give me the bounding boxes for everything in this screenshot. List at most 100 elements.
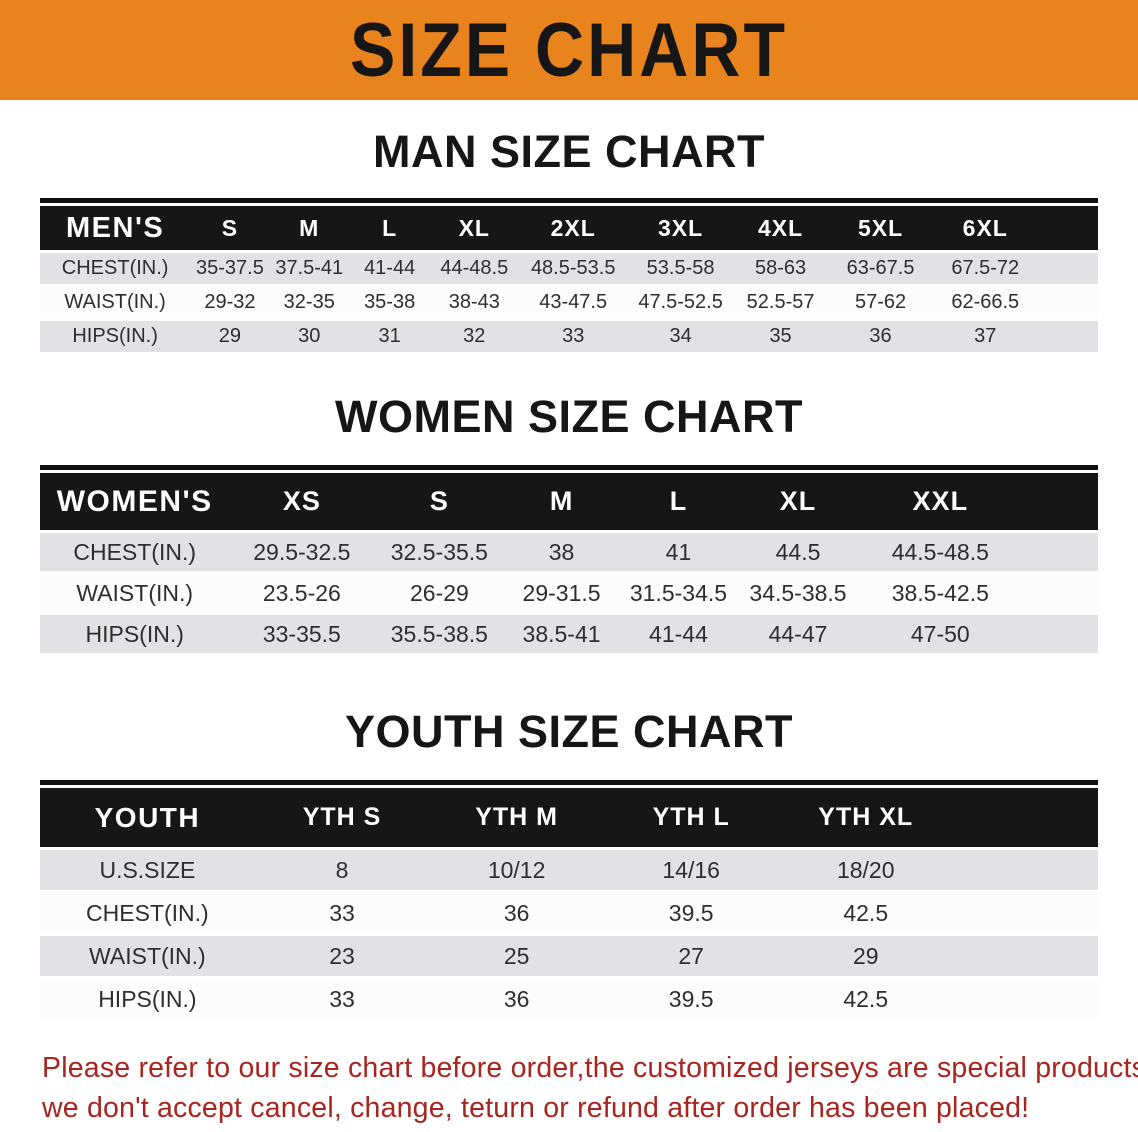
table-row: CHEST(IN.) 29.5-32.5 32.5-35.5 38 41 44.5 44.5… [40, 533, 1098, 571]
size-value-cell: 36 [828, 321, 933, 352]
size-value-cell: 67.5-72 [932, 253, 1038, 284]
measure-row-label: HIPS(IN.) [40, 321, 191, 352]
measure-row-label: WAIST(IN.) [40, 936, 255, 976]
size-value-cell: 23 [254, 936, 430, 976]
size-column-header: XXL [857, 473, 1023, 530]
size-value-cell: 41-44 [618, 615, 739, 653]
size-value-cell: 10/12 [429, 850, 604, 890]
table-row: WAIST(IN.) 29-32 32-35 35-38 38-43 43-47.5 47.… [40, 287, 1098, 318]
spacer-cell [1037, 253, 1098, 284]
youth-section-heading: YOUTH SIZE CHART [344, 706, 793, 757]
size-column-header: XS [229, 473, 375, 530]
size-value-cell: 41-44 [348, 253, 431, 284]
size-value-cell: 36 [429, 893, 604, 933]
table-row: CHEST(IN.) 35-37.5 37.5-41 41-44 44-48.5 48.5… [40, 253, 1098, 284]
size-value-cell: 29-31.5 [504, 574, 619, 612]
spacer-cell [953, 936, 1098, 976]
size-value-cell: 32.5-35.5 [374, 533, 505, 571]
size-value-cell: 33-35.5 [229, 615, 375, 653]
size-value-cell: 35 [732, 321, 829, 352]
size-value-cell: 33 [518, 321, 629, 352]
size-value-cell: 35-38 [348, 287, 431, 318]
size-column-header: 6XL [932, 206, 1038, 250]
size-column-header: YTH S [254, 788, 430, 847]
size-column-header: YTH M [429, 788, 604, 847]
table-row: HIPS(IN.) 33-35.5 35.5-38.5 38.5-41 41-44 44-… [40, 615, 1098, 653]
size-column-header: S [374, 473, 505, 530]
size-value-cell: 39.5 [603, 893, 779, 933]
table-corner-label: YOUTH [40, 788, 255, 847]
spacer-cell [953, 979, 1098, 1019]
youth-size-chart-section: YOUTH SIZE CHART YOUTH YTH S YTH M YTH L YTH… [0, 706, 1138, 1022]
size-value-cell: 39.5 [603, 979, 779, 1019]
spacer-cell [1037, 287, 1098, 318]
size-value-cell: 38-43 [430, 287, 519, 318]
table-row: CHEST(IN.) 33 36 39.5 42.5 [40, 893, 1098, 933]
women-size-chart-section: WOMEN SIZE CHART WOMEN'S XS S M L XL XXL CHEST… [0, 391, 1138, 656]
spacer-cell [1037, 321, 1098, 352]
banner: SIZE CHART [0, 0, 1138, 100]
size-value-cell: 33 [254, 979, 430, 1019]
size-value-cell: 33 [254, 893, 430, 933]
size-value-cell: 44-47 [738, 615, 858, 653]
youth-size-table: YOUTH YTH S YTH M YTH L YTH XL U.S.SIZE 8 10/1… [40, 785, 1098, 1022]
size-value-cell: 26-29 [374, 574, 505, 612]
size-value-cell: 23.5-26 [229, 574, 375, 612]
size-value-cell: 42.5 [778, 893, 954, 933]
mens-table-frame: MEN'S S M L XL 2XL 3XL 4XL 5XL 6XL CHEST(IN.) 35-3… [40, 198, 1098, 355]
size-value-cell: 29-32 [190, 287, 270, 318]
size-value-cell: 8 [254, 850, 430, 890]
size-value-cell: 29.5-32.5 [229, 533, 375, 571]
disclaimer: Please refer to our size chart before or… [42, 1048, 1138, 1128]
measure-row-label: CHEST(IN.) [40, 533, 230, 571]
size-column-header: 2XL [518, 206, 629, 250]
measure-row-label: WAIST(IN.) [40, 574, 230, 612]
disclaimer-line-2: we don't accept cancel, change, teturn o… [42, 1092, 1030, 1124]
size-value-cell: 53.5-58 [628, 253, 733, 284]
size-value-cell: 57-62 [828, 287, 933, 318]
table-corner-label: MEN'S [40, 206, 191, 250]
spacer-cell [1022, 473, 1098, 530]
size-value-cell: 52.5-57 [732, 287, 829, 318]
size-value-cell: 42.5 [778, 979, 954, 1019]
size-value-cell: 35-37.5 [190, 253, 270, 284]
size-column-header: XL [430, 206, 519, 250]
womens-table-frame: WOMEN'S XS S M L XL XXL CHEST(IN.) 29.5-32.5 32.… [40, 465, 1098, 656]
banner-title: SIZE CHART [350, 7, 788, 93]
size-column-header: XL [738, 473, 858, 530]
size-value-cell: 29 [190, 321, 270, 352]
spacer-cell [953, 788, 1098, 847]
measure-row-label: WAIST(IN.) [40, 287, 191, 318]
spacer-cell [953, 850, 1098, 890]
size-value-cell: 31.5-34.5 [618, 574, 739, 612]
size-value-cell: 34 [628, 321, 733, 352]
size-value-cell: 29 [778, 936, 954, 976]
size-value-cell: 48.5-53.5 [518, 253, 629, 284]
size-column-header: L [618, 473, 739, 530]
spacer-cell [1037, 206, 1098, 250]
spacer-cell [1022, 615, 1098, 653]
size-value-cell: 47.5-52.5 [628, 287, 733, 318]
size-value-cell: 32 [430, 321, 519, 352]
size-value-cell: 14/16 [603, 850, 779, 890]
size-value-cell: 34.5-38.5 [738, 574, 858, 612]
header-row: WOMEN'S XS S M L XL XXL [40, 473, 1098, 530]
size-value-cell: 36 [429, 979, 604, 1019]
size-column-header: L [348, 206, 431, 250]
man-size-chart-section: MAN SIZE CHART MEN'S S M L XL 2XL 3XL 4XL 5XL 6XL… [0, 126, 1138, 355]
size-value-cell: 43-47.5 [518, 287, 629, 318]
size-column-header: YTH XL [778, 788, 954, 847]
table-row: HIPS(IN.) 33 36 39.5 42.5 [40, 979, 1098, 1019]
size-value-cell: 37 [932, 321, 1038, 352]
measure-row-label: HIPS(IN.) [40, 615, 230, 653]
size-column-header: M [504, 473, 619, 530]
header-row: MEN'S S M L XL 2XL 3XL 4XL 5XL 6XL [40, 206, 1098, 250]
size-value-cell: 62-66.5 [932, 287, 1038, 318]
size-value-cell: 25 [429, 936, 604, 976]
man-section-heading: MAN SIZE CHART [373, 126, 765, 177]
spacer-cell [1022, 574, 1098, 612]
mens-size-table: MEN'S S M L XL 2XL 3XL 4XL 5XL 6XL CHEST(IN.) 35-3… [40, 203, 1098, 355]
size-value-cell: 37.5-41 [269, 253, 349, 284]
size-value-cell: 35.5-38.5 [374, 615, 505, 653]
